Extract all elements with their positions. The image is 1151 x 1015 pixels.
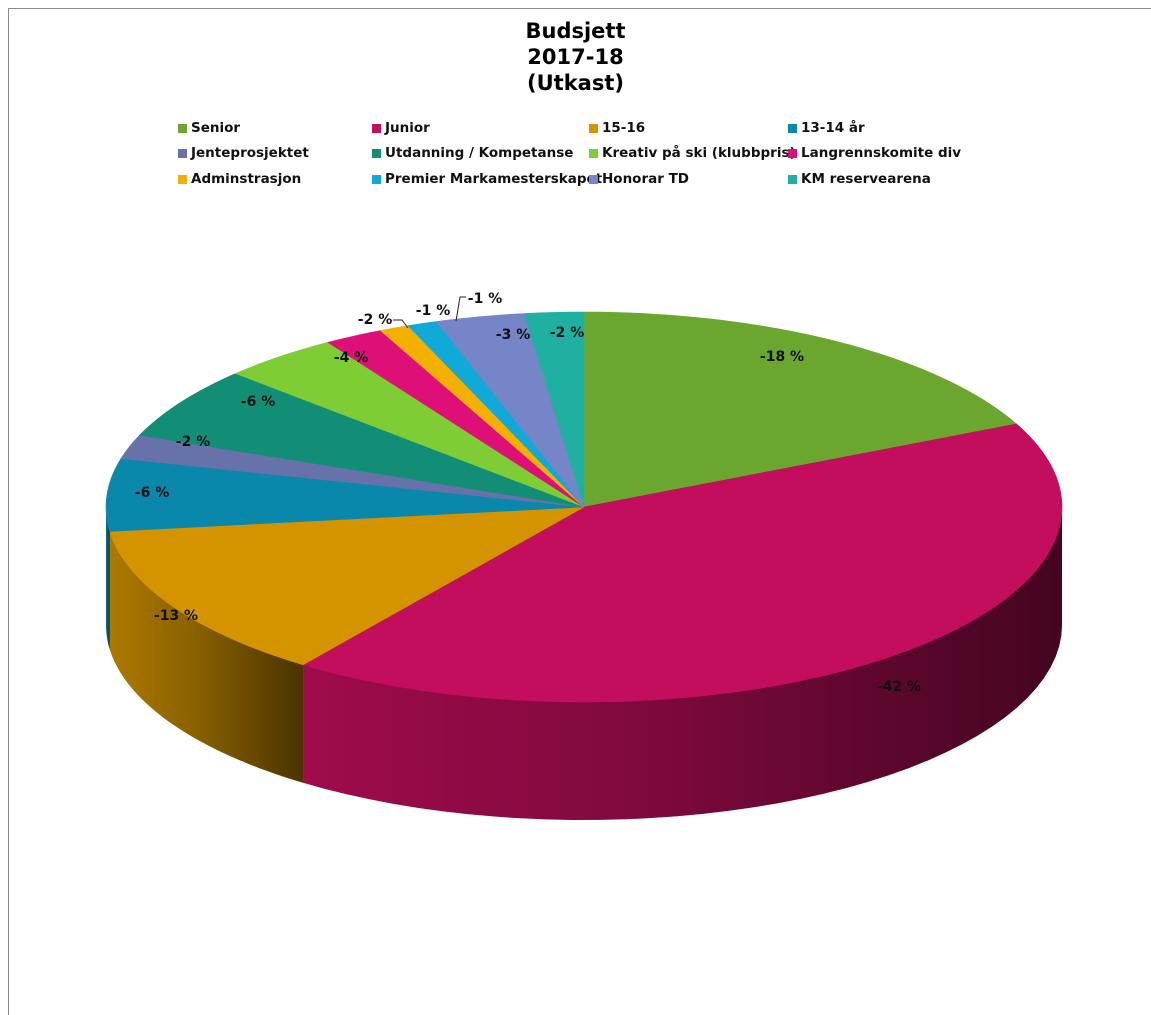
legend-item-15-16: 15-16 — [589, 118, 645, 138]
pie-side-shade — [106, 507, 110, 650]
legend-label: Kreativ på ski (klubbpris) — [602, 145, 796, 161]
legend-swatch — [372, 123, 381, 133]
leader-line — [393, 319, 409, 329]
chart-title: Budsjett 2017-18 (Utkast) — [0, 18, 1151, 96]
pie-slice-km-reservearena — [523, 311, 585, 508]
legend-swatch — [372, 174, 381, 184]
data-label-premier-markamesterskapet: -1 % — [468, 291, 502, 307]
legend-item-jenteprosjektet: Jenteprosjektet — [178, 143, 309, 163]
leader-line — [455, 296, 466, 322]
legend-label: Jenteprosjektet — [191, 145, 309, 161]
data-label-jenteprosjektet: -2 % — [176, 434, 210, 450]
legend-swatch — [788, 123, 797, 133]
data-label-honorar-td: -3 % — [496, 327, 530, 343]
pie-side-shade — [109, 531, 304, 783]
data-label-15-16: -13 % — [154, 608, 198, 624]
legend-item-adminstrasjon: Adminstrasjon — [178, 169, 301, 189]
data-label-km-reservearena: -2 % — [550, 325, 584, 341]
legend-label: Honorar TD — [602, 171, 689, 187]
legend-label: Senior — [191, 120, 241, 136]
data-label-13-14-ar: -6 % — [135, 485, 169, 501]
pie-slice-jenteprosjektet — [120, 434, 585, 508]
legend-label: Langrennskomite div — [801, 145, 962, 161]
legend-label: 15-16 — [602, 120, 646, 136]
pie-data-labels: -18 % -42 % -13 % -6 % -2 % -6 % -4 % -2 % -1 % -… — [135, 291, 921, 695]
pie-slice-honorar-td — [435, 313, 585, 508]
legend-label: Junior — [385, 120, 430, 136]
legend-item-km-reservearena: KM reservearena — [788, 169, 931, 189]
pie-top-layer — [105, 311, 1063, 703]
title-line-3: (Utkast) — [527, 71, 624, 95]
legend-label: 13-14 år — [801, 120, 865, 136]
legend-swatch — [788, 174, 797, 184]
pie-slice-senior — [583, 311, 1018, 508]
chart-legend: Senior Junior 15-16 13-14 år Jenteprosjektet… — [0, 0, 1151, 200]
legend-swatch — [589, 123, 598, 133]
legend-swatch — [372, 148, 381, 158]
pie-slice-junior — [302, 423, 1063, 703]
pie-slice-13-14-ar — [105, 458, 585, 532]
legend-label: KM reservearena — [801, 171, 931, 187]
legend-item-honorar-td: Honorar TD — [589, 169, 689, 189]
data-label-kreativ-pa-ski-klubbpris: -4 % — [334, 350, 368, 366]
data-label-senior: -18 % — [760, 349, 804, 365]
legend-swatch — [178, 123, 187, 133]
legend-label: Utdanning / Kompetanse — [385, 145, 574, 161]
pie-slice-kreativ-pa-ski-klubbpris — [234, 342, 585, 508]
pie-depth-layer — [106, 507, 1062, 820]
legend-swatch — [788, 148, 797, 158]
title-line-1: Budsjett — [525, 19, 626, 43]
title-line-2: 2017-18 — [527, 45, 624, 69]
legend-item-premier-markamesterskapet: Premier Markamesterskapet — [372, 169, 602, 189]
legend-swatch — [178, 174, 187, 184]
pie-slice-utdanning-kompetanse — [138, 373, 585, 508]
data-label-langrennskomite-div: -2 % — [358, 312, 392, 328]
legend-item-utdanning-kompetanse: Utdanning / Kompetanse — [372, 143, 573, 163]
legend-item-junior: Junior — [372, 118, 430, 138]
legend-item-kreativ-pa-ski-klubbpris: Kreativ på ski (klubbpris) — [589, 143, 796, 163]
legend-swatch — [178, 148, 187, 158]
data-label-adminstrasjon: -1 % — [416, 303, 450, 319]
legend-item-13-14-ar: 13-14 år — [788, 118, 865, 138]
legend-swatch — [589, 148, 598, 158]
data-label-utdanning-kompetanse: -6 % — [241, 394, 275, 410]
legend-item-senior: Senior — [178, 118, 240, 138]
legend-label: Adminstrasjon — [191, 171, 302, 187]
legend-item-langrennskomite-div: Langrennskomite div — [788, 143, 961, 163]
chart-frame — [8, 8, 1151, 1015]
data-label-junior: -42 % — [877, 679, 921, 695]
legend-label: Premier Markamesterskapet — [385, 171, 603, 187]
legend-swatch — [589, 174, 598, 184]
pie-slice-langrennskomite-div — [327, 330, 585, 508]
pie-side-shade — [303, 507, 1062, 820]
pie-slice-15-16 — [109, 506, 585, 666]
